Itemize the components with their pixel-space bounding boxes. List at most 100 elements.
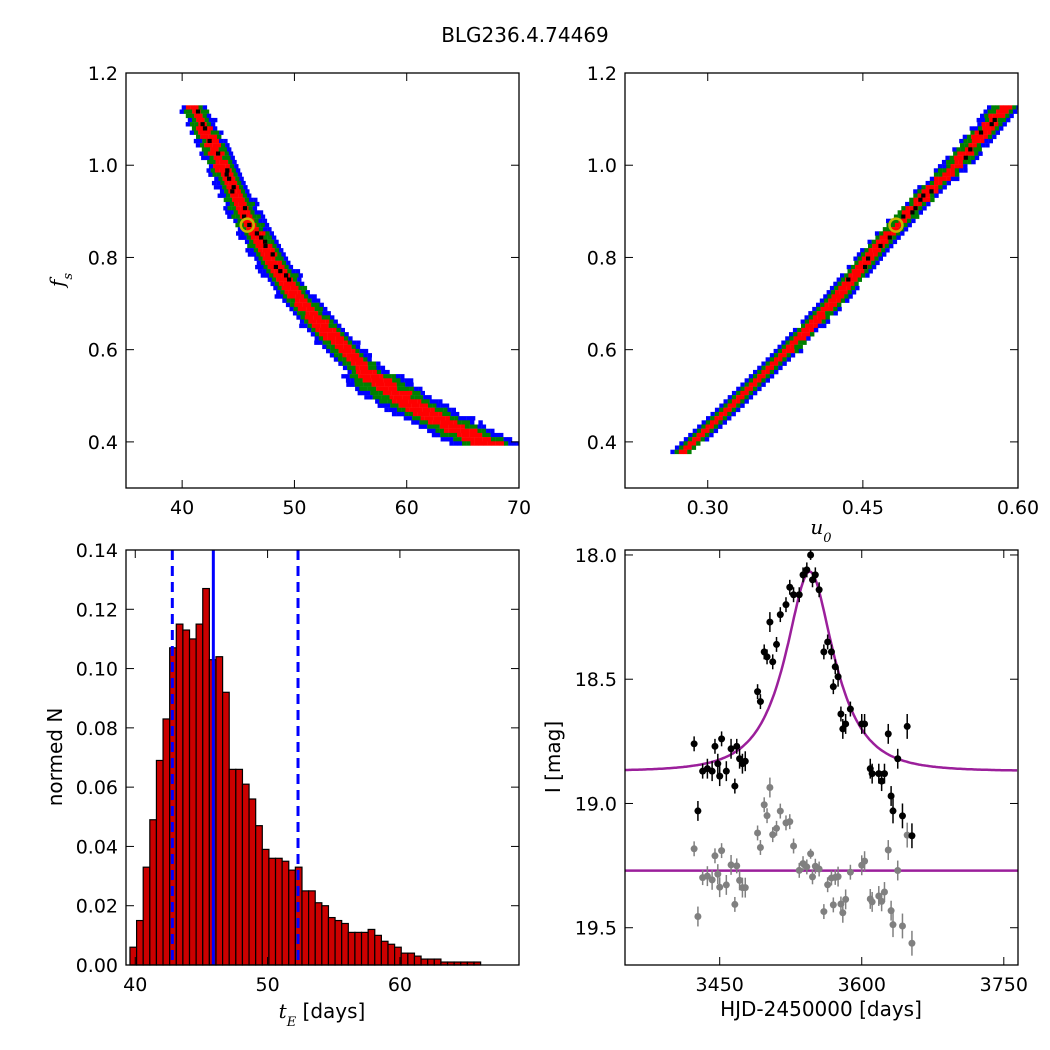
p1-region-inner-cell <box>408 390 413 396</box>
p2-region-outer-cell <box>922 206 927 211</box>
p2-region-mid-cell <box>938 185 943 190</box>
p2-region-core-cell <box>968 147 973 152</box>
p1-region-outer-cell <box>400 378 405 383</box>
p2-region-inner-cell <box>805 327 810 333</box>
p1-region-outer-cell <box>219 138 224 144</box>
residual-point <box>846 868 854 876</box>
p1-region-outer-cell <box>344 332 349 337</box>
p1-region-inner-cell <box>432 420 437 425</box>
p1-region-mid-cell <box>439 428 445 434</box>
p1-region-inner-cell <box>387 378 393 383</box>
p2-region-mid-cell <box>991 105 996 110</box>
p2-region-outer-cell <box>984 138 989 144</box>
p2-region-inner-cell <box>965 151 971 156</box>
p1-region-outer-cell <box>233 218 238 224</box>
p2-region-mid-cell <box>705 432 710 438</box>
p2-region-inner-cell <box>748 386 754 392</box>
p2-region-outer-cell <box>892 239 898 245</box>
p2-region-mid-cell <box>688 437 693 442</box>
p1-region-core-cell <box>263 243 268 249</box>
p1-region-outer-cell <box>333 319 338 324</box>
p1-region-core-cell <box>259 235 264 240</box>
p3-ylabel: normed N <box>43 708 67 807</box>
p1-region-inner-cell <box>328 327 333 333</box>
observed-point <box>887 792 895 800</box>
p2-region-outer-cell <box>918 210 923 215</box>
residual-point <box>842 895 850 903</box>
p2-region-inner-cell <box>996 109 1001 114</box>
p2-region-mid-cell <box>765 374 770 379</box>
p1-region-inner-cell <box>335 340 340 345</box>
p2-region-mid-cell <box>837 281 842 287</box>
p1-region-outer-cell <box>193 138 199 144</box>
p2-region-mid-cell <box>954 168 960 173</box>
p2-region-mid-cell <box>897 210 902 215</box>
p1-region-inner-cell <box>306 302 312 308</box>
p2-region-mid-cell <box>774 365 779 371</box>
p1-region-mid-cell <box>277 285 282 291</box>
p2-region-mid-cell <box>810 332 815 337</box>
p2-region-mid-cell <box>868 243 873 249</box>
residual-point <box>690 845 698 853</box>
p1-region-inner-cell <box>225 164 231 169</box>
p1-region-inner-cell <box>267 264 273 270</box>
p1-region-mid-cell <box>368 365 373 371</box>
p2-region-mid-cell <box>987 134 993 140</box>
residual-point <box>786 818 794 826</box>
p2-region-outer-cell <box>722 420 727 425</box>
p4-xtick-label: 3600 <box>838 974 886 996</box>
p2-region-mid-cell <box>864 269 869 274</box>
observed-point <box>846 705 854 713</box>
p2-region-outer-cell <box>974 155 980 161</box>
p2-region-core-cell <box>913 206 918 211</box>
p1-region-outer-cell <box>217 193 222 198</box>
p1-region-outer-cell <box>411 420 416 425</box>
p2-region-inner-cell <box>982 126 987 131</box>
p1-region-outer-cell <box>247 252 253 257</box>
p2-region-mid-cell <box>683 441 688 446</box>
p1-region-inner-cell <box>305 311 310 316</box>
p2-region-inner-cell <box>797 332 802 337</box>
p2-region-core-cell <box>963 155 968 160</box>
p1-region-outer-cell <box>219 189 225 194</box>
p1-region-outer-cell <box>273 285 278 291</box>
p2-region-inner-cell <box>906 214 911 219</box>
p2-region-outer-cell <box>933 168 939 173</box>
observed-point <box>769 658 777 666</box>
p1-region-outer-cell <box>258 218 263 224</box>
p1-region-outer-cell <box>481 424 487 429</box>
p1-region-inner-cell <box>363 361 368 366</box>
p2-region-outer-cell <box>959 138 964 144</box>
p1-region-mid-cell <box>198 105 203 110</box>
p1-region-mid-cell <box>371 386 377 392</box>
p1-region-inner-cell <box>232 189 237 194</box>
p2-region-outer-cell <box>679 441 684 446</box>
histogram-bar <box>188 638 197 966</box>
p1-region-mid-cell <box>256 222 261 228</box>
p1-region-mid-cell <box>446 411 451 417</box>
p2-region-mid-cell <box>847 290 852 295</box>
p2-region-inner-cell <box>836 298 841 303</box>
p2-region-inner-cell <box>1008 105 1013 110</box>
p1-region-inner-cell <box>281 273 287 278</box>
p2-region-mid-cell <box>827 294 832 299</box>
p1-region-mid-cell <box>401 386 406 392</box>
p1-region-outer-cell <box>490 428 495 434</box>
p2-region-inner-cell <box>736 395 741 400</box>
p1-region-outer-cell <box>363 348 369 354</box>
p1-region-inner-cell <box>229 172 234 177</box>
p1-region-mid-cell <box>432 403 437 408</box>
p2-region-inner-cell <box>934 185 939 190</box>
p1-region-inner-cell <box>231 176 236 182</box>
p2-region-mid-cell <box>938 168 943 173</box>
histogram-bar <box>380 940 389 966</box>
p2-region-mid-cell <box>929 180 935 186</box>
p2-region-inner-cell <box>971 134 976 140</box>
p2-best-fit-marker <box>888 217 904 233</box>
p1-region-mid-cell <box>322 340 327 345</box>
p1-region-inner-cell <box>297 290 302 295</box>
histogram-bar <box>274 857 283 966</box>
p2-region-inner-cell <box>786 348 791 354</box>
p1-region-mid-cell <box>363 357 368 362</box>
p1-region-inner-cell <box>478 441 484 446</box>
